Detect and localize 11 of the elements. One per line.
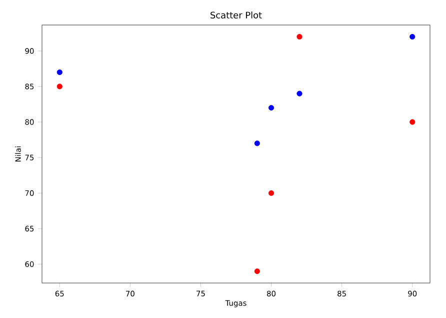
chart-title: Scatter Plot bbox=[210, 12, 262, 18]
point bbox=[410, 34, 416, 40]
point bbox=[296, 90, 302, 96]
point bbox=[268, 105, 274, 111]
point bbox=[254, 140, 260, 146]
point bbox=[56, 84, 62, 90]
point bbox=[410, 119, 416, 125]
point bbox=[254, 268, 260, 274]
point bbox=[56, 69, 62, 76]
point bbox=[296, 34, 302, 40]
point bbox=[268, 190, 274, 196]
